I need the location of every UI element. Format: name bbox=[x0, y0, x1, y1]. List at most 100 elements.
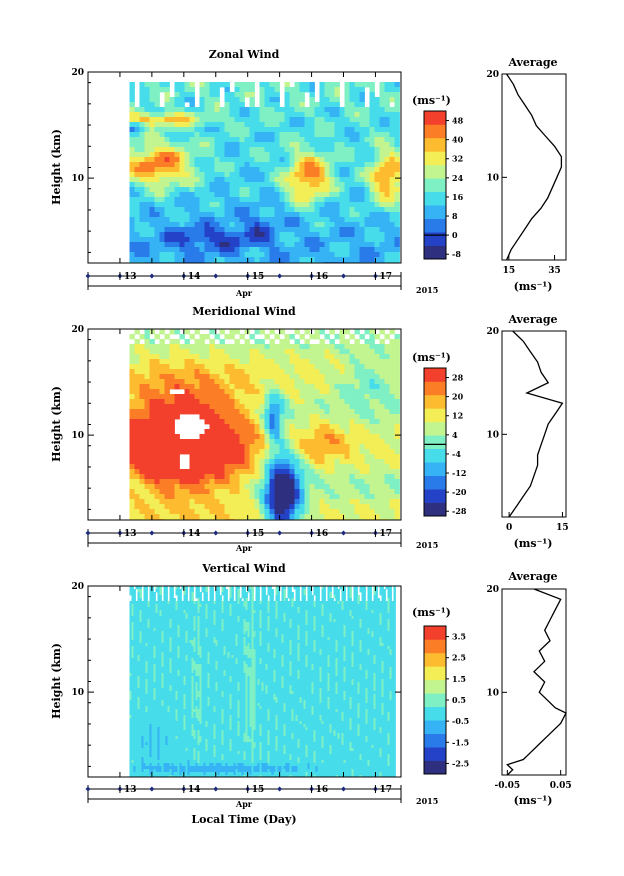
zonal-heat-cell bbox=[149, 122, 155, 128]
zonal-heat-cell bbox=[259, 232, 265, 238]
zonal-heat-cell bbox=[204, 227, 210, 233]
meridional-heat-cell bbox=[294, 429, 300, 435]
zonal-heat-cell bbox=[279, 202, 285, 208]
meridional-avg-unit: (ms⁻¹) bbox=[514, 537, 553, 550]
vertical-heat-cell bbox=[327, 589, 330, 593]
zonal-heat-cell bbox=[174, 252, 180, 258]
zonal-heat-cell bbox=[379, 202, 385, 208]
zonal-heat-cell bbox=[154, 217, 160, 223]
meridional-heat-cell bbox=[294, 384, 300, 390]
zonal-heat-cell bbox=[134, 257, 140, 263]
zonal-heat-cell bbox=[364, 107, 370, 113]
zonal-heat-cell bbox=[159, 172, 165, 178]
meridional-heat-cell bbox=[309, 409, 315, 415]
meridional-heat-cell bbox=[309, 374, 315, 380]
meridional-heat-cell bbox=[334, 374, 340, 380]
meridional-heat-cell bbox=[284, 379, 290, 385]
meridional-heat-cell bbox=[294, 374, 300, 380]
meridional-heat-cell bbox=[384, 384, 390, 390]
meridional-heat-cell bbox=[279, 329, 285, 335]
zonal-heat-cell bbox=[339, 192, 345, 198]
meridional-heat-cell bbox=[359, 354, 365, 360]
zonal-heat-cell bbox=[389, 197, 395, 203]
zonal-heat-cell bbox=[234, 92, 240, 98]
meridional-heat-cell bbox=[194, 339, 200, 345]
zonal-heat-cell bbox=[204, 112, 210, 118]
zonal-heat-cell bbox=[394, 212, 400, 218]
zonal-heat-cell bbox=[244, 162, 250, 168]
meridional-heat-cell bbox=[339, 514, 345, 520]
zonal-heat-cell bbox=[344, 157, 350, 163]
zonal-heat-cell bbox=[239, 187, 245, 193]
meridional-heat-cell bbox=[304, 424, 310, 430]
vertical-heat-cell bbox=[265, 601, 268, 605]
meridional-heat-cell bbox=[174, 459, 180, 465]
vertical-heat-cell bbox=[331, 607, 334, 611]
zonal-heat-cell bbox=[289, 162, 295, 168]
zonal-heat-cell bbox=[184, 97, 190, 103]
vertical-heat-cell bbox=[193, 607, 196, 611]
vertical-heat-cell bbox=[323, 601, 326, 605]
meridional-heat-cell bbox=[204, 439, 210, 445]
zonal-heat-cell bbox=[314, 247, 320, 253]
zonal-colorbar-swatch bbox=[424, 151, 446, 166]
vertical-heat-cell bbox=[353, 607, 356, 611]
zonal-heat-cell bbox=[299, 212, 305, 218]
meridional-heat-cell bbox=[334, 504, 340, 510]
meridional-colorbar-swatch bbox=[424, 462, 446, 476]
meridional-heat-cell bbox=[324, 454, 330, 460]
zonal-heat-cell bbox=[284, 167, 290, 173]
zonal-heat-cell bbox=[294, 237, 300, 243]
zonal-heat-cell bbox=[149, 232, 155, 238]
vertical-heat-cell bbox=[131, 598, 134, 602]
zonal-heat-cell bbox=[139, 207, 145, 213]
zonal-heat-cell bbox=[189, 227, 195, 233]
meridional-heat-cell bbox=[344, 464, 350, 470]
zonal-heat-cell bbox=[349, 132, 355, 138]
meridional-heat-cell bbox=[339, 449, 345, 455]
zonal-heat-cell bbox=[389, 152, 395, 158]
vertical-heat-cell bbox=[241, 592, 244, 596]
zonal-heat-cell bbox=[259, 127, 265, 133]
zonal-heat-cell bbox=[349, 222, 355, 228]
vertical-heat-cell bbox=[237, 598, 240, 602]
zonal-heat-cell bbox=[334, 82, 340, 88]
vertical-heat-cell bbox=[223, 598, 226, 602]
vertical-heat-cell bbox=[169, 598, 172, 602]
vertical-heat-cell bbox=[365, 601, 368, 605]
vertical-heat-cell bbox=[389, 598, 392, 602]
meridional-heat-cell bbox=[394, 509, 400, 515]
zonal-xtick-label: 13 bbox=[124, 272, 137, 282]
zonal-heat-cell bbox=[284, 147, 290, 153]
meridional-heat-cell bbox=[344, 354, 350, 360]
zonal-heat-cell bbox=[289, 232, 295, 238]
vertical-heat-cell bbox=[275, 592, 278, 596]
zonal-heat-cell bbox=[199, 112, 205, 118]
zonal-heat-cell bbox=[344, 142, 350, 148]
meridional-heat-cell bbox=[339, 374, 345, 380]
meridional-heat-cell bbox=[244, 354, 250, 360]
zonal-heat-cell bbox=[159, 247, 165, 253]
zonal-heat-cell bbox=[129, 252, 135, 258]
meridional-heat-cell bbox=[134, 414, 140, 420]
meridional-heat-cell bbox=[284, 369, 290, 375]
meridional-heat-cell bbox=[309, 484, 315, 490]
meridional-heat-cell bbox=[149, 484, 155, 490]
zonal-heat-cell bbox=[179, 147, 185, 153]
meridional-heat-cell bbox=[379, 434, 385, 440]
vertical-heat-cell bbox=[143, 607, 146, 611]
zonal-heat-cell bbox=[309, 127, 315, 133]
meridional-heat-cell bbox=[214, 419, 220, 425]
meridional-heat-cell bbox=[239, 499, 245, 505]
zonal-heat-cell bbox=[349, 157, 355, 163]
zonal-heat-cell bbox=[179, 162, 185, 168]
vertical-heat-cell bbox=[375, 601, 378, 605]
zonal-heat-cell bbox=[254, 207, 260, 213]
meridional-heat-cell bbox=[159, 489, 165, 495]
meridional-heat-cell bbox=[324, 489, 330, 495]
meridional-heat-cell bbox=[204, 504, 210, 510]
zonal-heat-cell bbox=[159, 192, 165, 198]
meridional-heat-cell bbox=[324, 474, 330, 480]
zonal-heat-cell bbox=[164, 112, 170, 118]
meridional-heat-cell bbox=[204, 444, 210, 450]
